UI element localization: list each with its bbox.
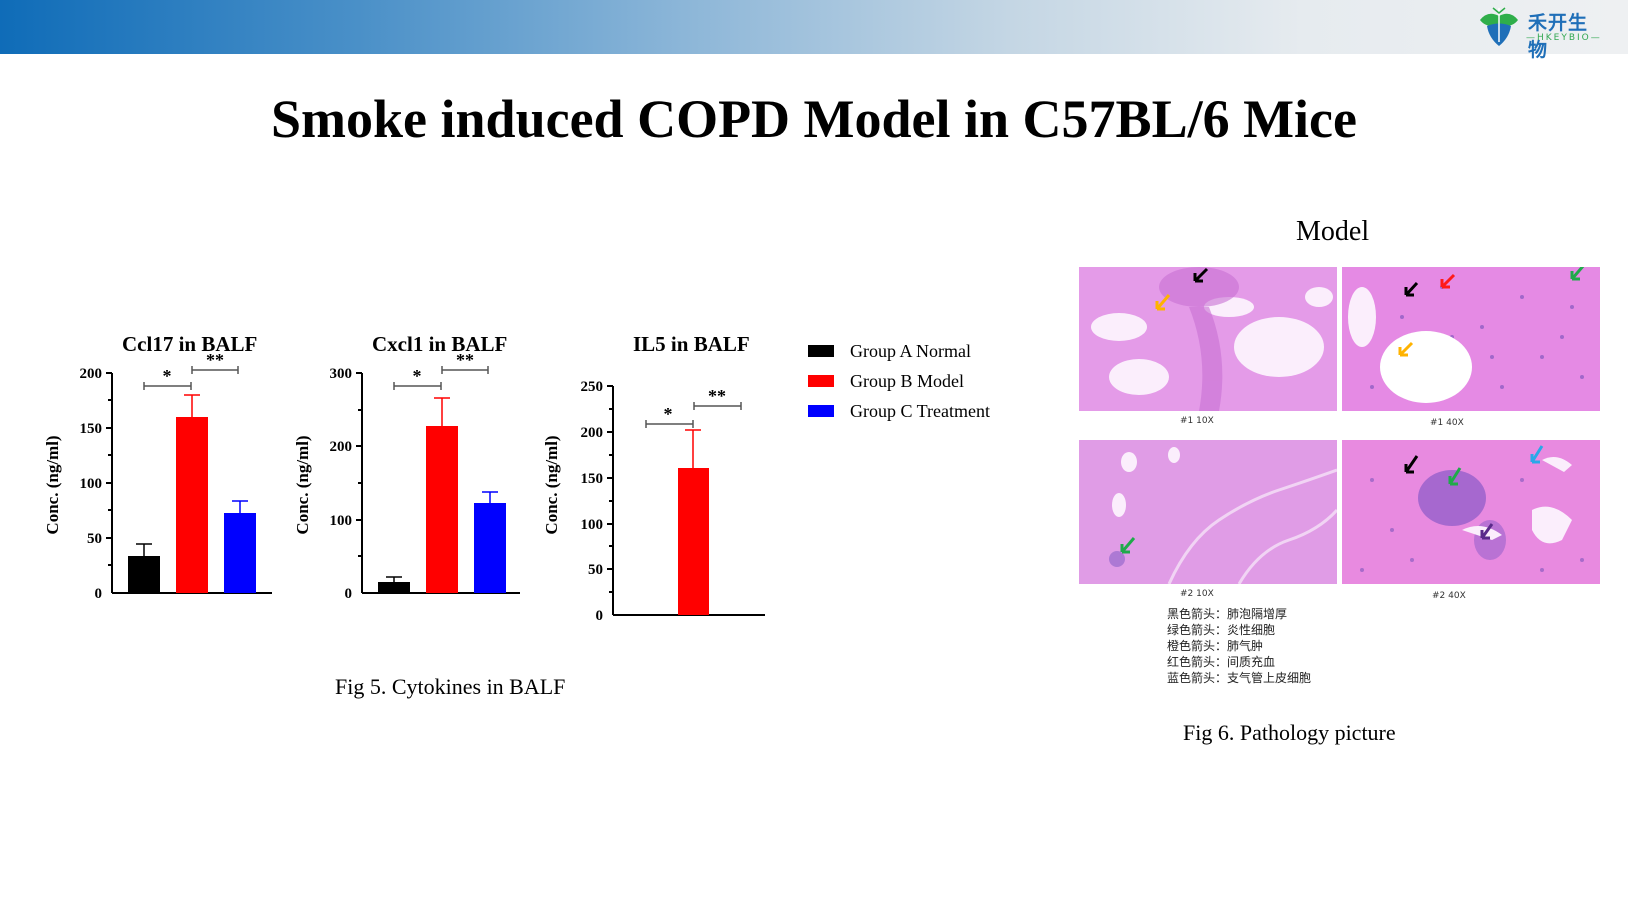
chart-title: Cxcl1 in BALF <box>372 332 508 356</box>
note-orange-arrow: 橙色箭头：肺气肿 <box>1167 639 1264 653</box>
note-blue-arrow: 蓝色箭头：支气管上皮细胞 <box>1167 671 1312 685</box>
fig6-caption: Fig 6. Pathology picture <box>1183 720 1396 745</box>
bar-chart-il5: Conc. (ng/ml) 250 200 150 100 50 0 <box>542 379 765 620</box>
pathology-caption: #1 10X <box>1180 416 1214 426</box>
legend-item-group-b: Group B Model <box>808 366 990 396</box>
histology-image <box>1079 440 1337 584</box>
svg-text:200: 200 <box>581 425 604 441</box>
y-axis-label: Conc. (ng/ml) <box>542 435 561 534</box>
legend-swatch-red <box>808 375 834 387</box>
legend-label: Group A Normal <box>850 340 971 361</box>
histology-image <box>1342 440 1600 584</box>
svg-text:50: 50 <box>588 562 603 578</box>
svg-text:50: 50 <box>87 531 102 547</box>
svg-text:200: 200 <box>330 439 353 455</box>
legend-item-group-c: Group C Treatment <box>808 396 990 426</box>
legend-label: Group B Model <box>850 370 964 391</box>
chart-cxcl1: Cxcl1 in BALF Conc. (ng/ml) 300 200 100 … <box>270 320 520 620</box>
logo-english-name: —HKEYBIO— <box>1526 33 1602 43</box>
y-axis-label: Conc. (ng/ml) <box>293 435 312 534</box>
leaf-logo-icon <box>1480 7 1518 46</box>
legend-swatch-black <box>808 345 834 357</box>
svg-text:*: * <box>664 404 673 424</box>
pathology-image-1-40x <box>1342 267 1600 411</box>
svg-text:**: ** <box>456 350 474 370</box>
chart-ccl17: Ccl17 in BALF Conc. (ng/ml) 200 150 100 … <box>30 320 280 620</box>
svg-text:250: 250 <box>581 379 604 395</box>
logo-chinese-name: 禾开生物 <box>1528 12 1589 61</box>
svg-text:300: 300 <box>330 366 353 382</box>
bar-chart-cxcl1: Conc. (ng/ml) 300 200 100 0 * <box>293 350 520 602</box>
svg-text:0: 0 <box>345 586 353 602</box>
chart-il5: IL5 in BALF Conc. (ng/ml) 250 200 150 10… <box>515 320 765 620</box>
svg-text:*: * <box>163 366 172 386</box>
pathology-image-1-10x <box>1079 267 1337 411</box>
note-black-arrow: 黑色箭头：肺泡隔增厚 <box>1167 607 1288 621</box>
pathology-image-2-10x <box>1079 440 1337 584</box>
bar-chart-ccl17: Conc. (ng/ml) 200 150 100 50 0 <box>43 350 272 602</box>
histology-image <box>1079 267 1337 411</box>
arrow-legend-notes: 黑色箭头：肺泡隔增厚 绿色箭头：炎性细胞 橙色箭头：肺气肿 红色箭头：间质充血 … <box>1167 606 1311 686</box>
pathology-image-2-40x <box>1342 440 1600 584</box>
header-banner: 禾开生物 —HKEYBIO— <box>0 0 1628 61</box>
chart-title: IL5 in BALF <box>633 332 750 356</box>
legend-item-group-a: Group A Normal <box>808 336 990 366</box>
pathology-caption: #2 10X <box>1180 589 1214 599</box>
svg-text:150: 150 <box>80 421 103 437</box>
svg-text:0: 0 <box>95 586 103 602</box>
fig5-caption: Fig 5. Cytokines in BALF <box>335 674 566 699</box>
legend-swatch-blue <box>808 405 834 417</box>
histology-image <box>1342 267 1600 411</box>
chart-legend: Group A Normal Group B Model Group C Tre… <box>808 336 990 426</box>
company-logo: 禾开生物 —HKEYBIO— <box>1476 6 1606 61</box>
svg-text:**: ** <box>206 350 224 370</box>
svg-text:100: 100 <box>80 476 103 492</box>
svg-text:*: * <box>413 366 422 386</box>
svg-text:**: ** <box>708 386 726 406</box>
note-green-arrow: 绿色箭头：炎性细胞 <box>1167 623 1276 637</box>
svg-text:200: 200 <box>80 366 103 382</box>
svg-text:150: 150 <box>581 471 604 487</box>
svg-text:100: 100 <box>581 517 604 533</box>
svg-text:100: 100 <box>330 513 353 529</box>
legend-label: Group C Treatment <box>850 400 991 421</box>
pathology-group-label: Model <box>1296 216 1370 247</box>
chart-title: Ccl17 in BALF <box>122 332 258 356</box>
svg-text:0: 0 <box>596 608 604 620</box>
pathology-caption: #2 40X <box>1432 591 1466 601</box>
page-title: Smoke induced COPD Model in C57BL/6 Mice <box>270 89 1357 149</box>
y-axis-label: Conc. (ng/ml) <box>43 435 62 534</box>
note-red-arrow: 红色箭头：间质充血 <box>1167 655 1276 669</box>
pathology-caption: #1 40X <box>1430 418 1464 428</box>
